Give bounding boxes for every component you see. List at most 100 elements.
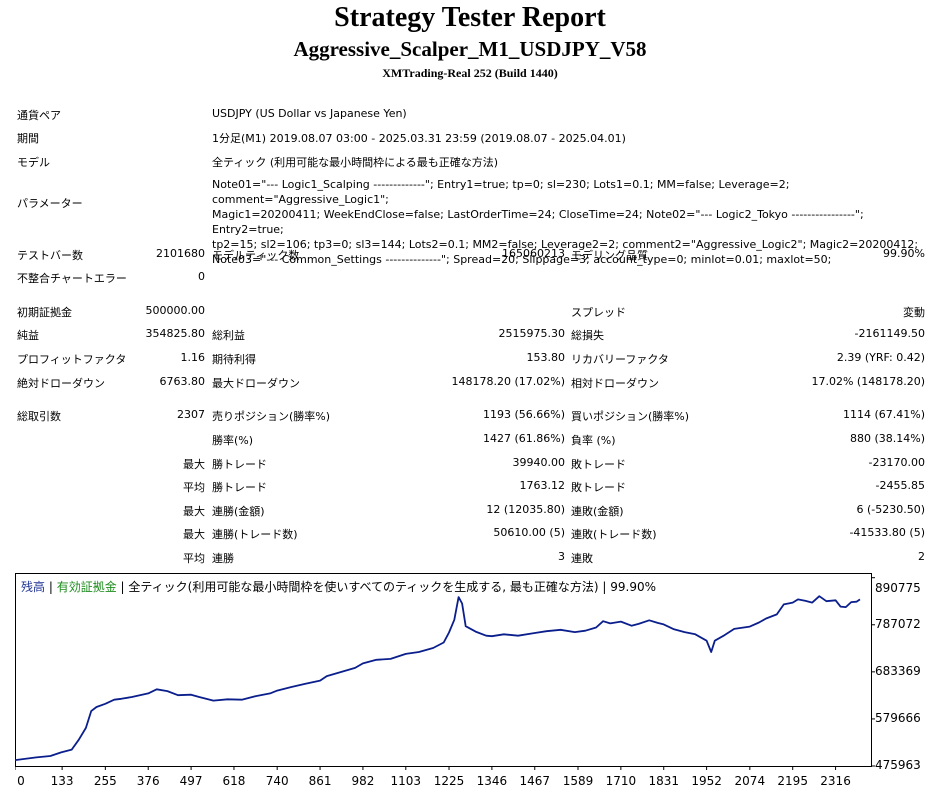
total-trades-value: 2307: [177, 408, 205, 421]
expected-payoff-label: 期待利得: [212, 353, 256, 366]
largest-prefix: 最大: [183, 458, 205, 471]
max-consecutive-wins-value: 12 (12035.80): [486, 503, 565, 516]
symbol-label: 通貨ペア: [17, 109, 61, 122]
x-tick-label: 0: [17, 774, 25, 788]
x-tick-label: 133: [50, 774, 74, 788]
x-tick-label: 1467: [519, 774, 551, 788]
parameters-value: Note01="--- Logic1_Scalping ------------…: [212, 178, 919, 266]
recovery-factor-value: 2.39 (YRF: 0.42): [836, 351, 925, 364]
short-positions-value: 1193 (56.66%): [482, 408, 565, 421]
y-tick-label: 890775: [875, 581, 921, 595]
largest-profit-label: 勝トレード: [212, 458, 267, 471]
loss-trades-label: 負率 (%): [571, 434, 616, 447]
long-positions-value: 1114 (67.41%): [842, 408, 925, 421]
max-consecutive-loss-value: -41533.80 (5): [849, 526, 925, 539]
balance-chart: [15, 573, 875, 770]
average-consecutive-losses-label: 連敗: [571, 552, 593, 565]
relative-drawdown-label: 相対ドローダウン: [571, 377, 659, 390]
bars-value: 2101680: [156, 247, 205, 260]
gross-loss-label: 総損失: [571, 329, 604, 342]
y-tick-label: 787072: [875, 616, 921, 631]
deposit-value: 500000.00: [145, 304, 206, 317]
x-tick-label: 1225: [433, 774, 465, 788]
x-tick-label: 1346: [476, 774, 508, 788]
long-positions-label: 買いポジション(勝率%): [571, 410, 690, 423]
max-consecutive-losses-label: 連敗(金額): [571, 505, 624, 518]
profit-factor-value: 1.16: [180, 351, 206, 364]
profit-trades-value: 1427 (61.86%): [482, 432, 565, 445]
max-consecutive-prefix: 最大: [183, 505, 205, 518]
recovery-factor-label: リカバリーファクタ: [571, 353, 669, 366]
maximal-drawdown-value: 148178.20 (17.02%): [451, 375, 565, 388]
net-profit-label: 純益: [17, 329, 39, 342]
chart-legend: 残高 | 有効証拠金 | 全ティック(利用可能な最小時間枠を使いすべてのティック…: [21, 578, 656, 595]
x-tick-label: 982: [351, 774, 375, 788]
average-loss-label: 敗トレード: [571, 481, 626, 494]
short-positions-label: 売りポジション(勝率%): [212, 410, 331, 423]
server-build: XMTrading-Real 252 (Build 1440): [382, 66, 558, 80]
legend-separator: |: [45, 580, 57, 594]
net-profit-value: 354825.80: [145, 327, 206, 340]
loss-trades-value: 880 (38.14%): [849, 432, 925, 445]
legend-separator-2: |: [116, 580, 129, 594]
deposit-label: 初期証拠金: [17, 306, 72, 319]
largest-profit-value: 39940.00: [512, 456, 566, 469]
spread-label: スプレッド: [571, 306, 626, 319]
x-tick-label: 497: [179, 774, 203, 788]
period-label: 期間: [17, 132, 39, 145]
spread-value: 変動: [903, 306, 925, 319]
x-tick-label: 2074: [734, 774, 766, 788]
maximal-drawdown-label: 最大ドローダウン: [212, 377, 300, 390]
average-consecutive-losses-value: 2: [918, 550, 925, 563]
x-tick-label: 1952: [691, 774, 722, 788]
max-consecutive-losses-value: 6 (-5230.50): [856, 503, 925, 516]
report-title: Strategy Tester Report: [334, 2, 606, 33]
total-trades-label: 総取引数: [17, 410, 61, 423]
balance-series-line: [15, 595, 861, 761]
x-tick-label: 1831: [648, 774, 679, 788]
model-label: モデル: [17, 156, 50, 169]
model-value: 全ティック (利用可能な最小時間枠による最も正確な方法): [212, 156, 499, 169]
average-profit-value: 1763.12: [519, 479, 566, 492]
x-tick-label: 2316: [820, 774, 851, 788]
plot-area: [15, 573, 872, 767]
y-tick-label: 475963: [875, 758, 921, 772]
average-prefix: 平均: [183, 481, 205, 494]
relative-drawdown-value: 17.02% (148178.20): [811, 375, 925, 388]
largest-loss-value: -23170.00: [868, 456, 925, 469]
x-tick-label: 255: [93, 774, 117, 788]
symbol-value: USDJPY (US Dollar vs Japanese Yen): [212, 107, 407, 120]
period-value: 1分足(M1) 2019.08.07 03:00 - 2025.03.31 23…: [212, 132, 626, 145]
gross-profit-value: 2515975.30: [498, 327, 565, 340]
profit-factor-label: プロフィットファクタ: [17, 353, 127, 366]
average-consecutive-wins-label: 連勝: [212, 552, 234, 565]
y-tick-label: 579666: [875, 710, 921, 725]
legend-model-info: 全ティック(利用可能な最小時間枠を使いすべてのティックを生成する, 最も正確な方…: [128, 580, 657, 594]
x-tick-label: 1103: [390, 774, 422, 788]
x-tick-label: 1710: [605, 774, 637, 788]
x-tick-label: 376: [136, 774, 160, 788]
ticks-label: モデルティック数: [212, 249, 300, 262]
max-consecutive-profit-label: 連勝(トレード数): [212, 528, 298, 541]
gross-loss-value: -2161149.50: [854, 327, 925, 340]
x-tick-label: 2195: [777, 774, 808, 788]
quality-label: モデリング品質: [571, 249, 648, 262]
x-tick-label: 740: [265, 774, 289, 788]
max-consecutive-profit-value: 50610.00 (5): [493, 526, 565, 539]
quality-value: 99.90%: [883, 247, 925, 260]
absolute-drawdown-value: 6763.80: [159, 375, 206, 388]
legend-equity: 有効証拠金: [56, 580, 117, 594]
gross-profit-label: 総利益: [212, 329, 245, 342]
mismatch-value: 0: [198, 270, 205, 283]
average-loss-value: -2455.85: [875, 479, 925, 492]
x-tick-label: 618: [222, 774, 246, 788]
average-profit-label: 勝トレード: [212, 481, 267, 494]
expert-name: Aggressive_Scalper_M1_USDJPY_V58: [293, 37, 647, 61]
legend-balance: 残高: [21, 580, 46, 594]
average-consecutive-wins-value: 3: [558, 550, 565, 563]
max-consecutive-wins-label: 連勝(金額): [212, 505, 265, 518]
expected-payoff-value: 153.80: [526, 351, 566, 364]
bars-label: テストバー数: [17, 249, 83, 262]
largest-loss-label: 敗トレード: [571, 458, 626, 471]
max-consecutive-profit-prefix: 最大: [183, 528, 205, 541]
